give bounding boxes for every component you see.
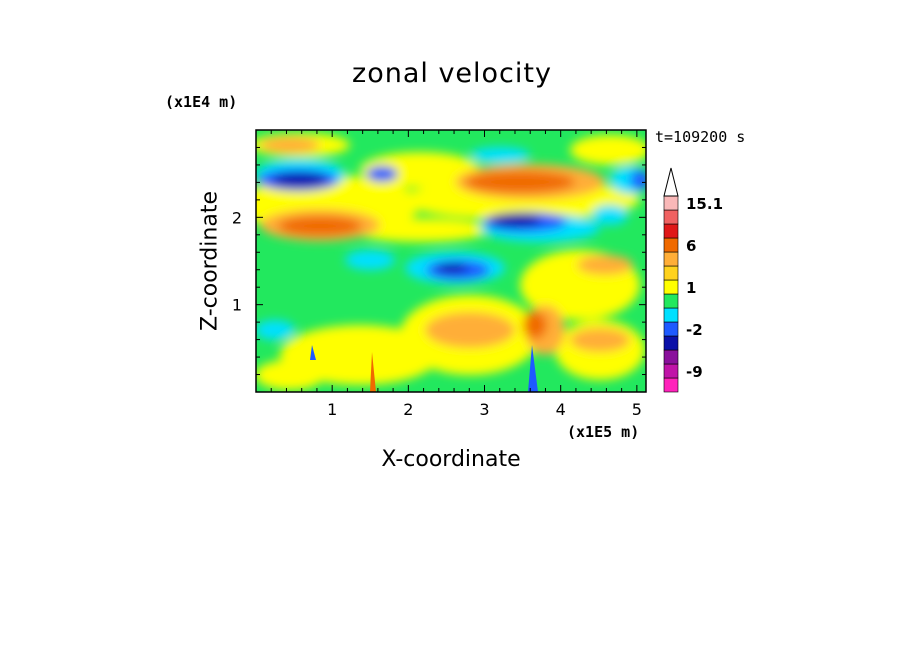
colorbar-segment	[663, 321, 679, 337]
x-axis-unit: (x1E5 m)	[567, 423, 640, 441]
x-tick-label: 1	[327, 400, 337, 419]
streak-blue	[528, 345, 538, 392]
streak-small	[310, 345, 316, 360]
colorbar-tick-label: -9	[686, 363, 703, 381]
x-axis-ticks: 1 2 3 4 5	[270, 130, 642, 419]
y-tick-label: 2	[232, 208, 242, 227]
colorbar-segment	[663, 349, 679, 365]
colorbar-segment	[663, 363, 679, 379]
x-tick-label: 2	[403, 400, 413, 419]
plot-frame	[255, 129, 647, 393]
colorbar-segment	[663, 223, 679, 239]
colorbar-segment	[663, 237, 679, 253]
colorbar-segment	[663, 335, 679, 351]
time-label: t=109200 s	[655, 128, 746, 146]
colorbar-segment	[663, 265, 679, 281]
colorbar-tick-label: -2	[686, 321, 703, 339]
colorbar-segment	[663, 307, 679, 323]
y-axis-ticks: 12	[232, 146, 646, 376]
colorbar-segment	[663, 251, 679, 267]
colorbar-tick-label: 1	[686, 279, 696, 297]
colorbar-segment	[663, 293, 679, 309]
contour-field	[256, 130, 646, 392]
x-tick-label: 3	[479, 400, 489, 419]
streak-orange	[370, 352, 376, 392]
x-tick-label: 4	[556, 400, 566, 419]
colorbar-segment	[663, 377, 679, 393]
colorbar-segment	[663, 279, 679, 295]
y-axis-unit: (x1E4 m)	[165, 93, 238, 111]
x-axis-label: X-coordinate	[381, 447, 521, 472]
colorbar: 15.1 6 1 -2 -9	[663, 167, 723, 393]
colorbar-tick-label: 15.1	[686, 195, 723, 213]
colorbar-extension	[663, 167, 679, 197]
colorbar-segment	[663, 195, 679, 211]
colorbar-tick-label: 6	[686, 237, 696, 255]
y-tick-label: 1	[232, 296, 242, 315]
chart-title: zonal velocity	[352, 58, 552, 89]
x-tick-label: 5	[632, 400, 642, 419]
colorbar-segment	[663, 209, 679, 225]
